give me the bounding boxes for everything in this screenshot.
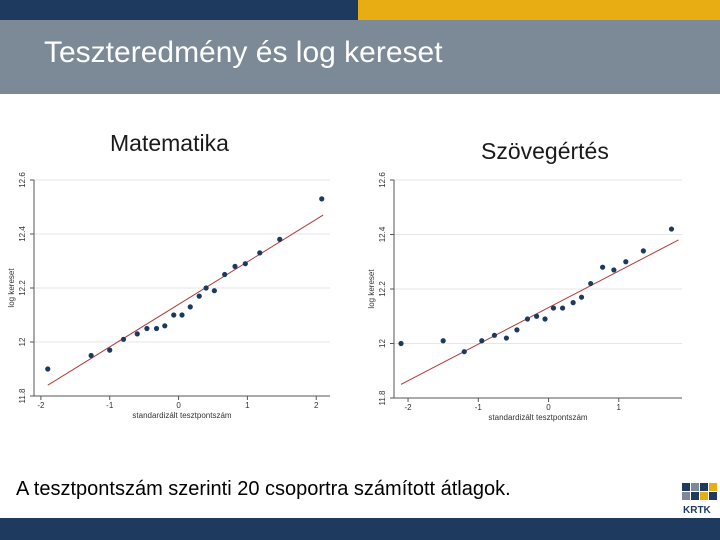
top-accent-right bbox=[358, 0, 720, 20]
data-point bbox=[277, 236, 283, 242]
data-point bbox=[162, 323, 168, 329]
chart-title-reading: Szövegértés bbox=[481, 138, 609, 164]
data-point bbox=[187, 304, 193, 310]
data-point bbox=[203, 285, 209, 291]
x-tick-label: 0 bbox=[176, 401, 181, 410]
x-tick-label: 1 bbox=[245, 401, 250, 410]
fit-line bbox=[47, 214, 324, 386]
data-point bbox=[542, 316, 548, 322]
y-tick-label: 11.8 bbox=[378, 390, 387, 406]
x-axis-label: standardizált tesztpontszám bbox=[488, 413, 587, 422]
data-point bbox=[479, 338, 485, 344]
data-point bbox=[319, 196, 325, 202]
data-point bbox=[179, 312, 185, 318]
y-tick-label: 12.4 bbox=[18, 226, 27, 242]
x-tick-label: -2 bbox=[37, 401, 45, 410]
data-point bbox=[668, 226, 675, 232]
data-point bbox=[524, 316, 531, 322]
bottom-bar bbox=[0, 518, 720, 540]
x-tick-label: 2 bbox=[314, 401, 319, 410]
chart-title-math: Matematika bbox=[110, 130, 229, 156]
slide-caption: A tesztpontszám szerinti 20 csoportra sz… bbox=[16, 478, 511, 500]
data-point bbox=[461, 349, 467, 355]
data-point bbox=[171, 312, 177, 318]
y-axis-label: log kereset bbox=[367, 269, 376, 309]
krtk-logo-mark: KRTK bbox=[682, 483, 717, 516]
top-accent-left bbox=[0, 0, 358, 20]
data-point bbox=[196, 293, 202, 299]
x-tick-label: 1 bbox=[617, 403, 622, 412]
data-point bbox=[533, 313, 540, 319]
data-point bbox=[550, 305, 557, 311]
data-point bbox=[153, 325, 160, 332]
data-point bbox=[232, 263, 238, 269]
y-tick-label: 11.8 bbox=[18, 388, 27, 404]
data-point bbox=[559, 305, 566, 311]
data-point bbox=[242, 261, 248, 267]
title-band bbox=[0, 20, 720, 94]
data-point bbox=[611, 267, 617, 273]
x-tick-label: -1 bbox=[475, 403, 483, 412]
data-point bbox=[640, 248, 646, 254]
krtk-logo: KRTK bbox=[672, 481, 718, 521]
data-point bbox=[623, 259, 629, 265]
data-point bbox=[398, 340, 404, 347]
logo-text: KRTK bbox=[683, 505, 712, 516]
data-point bbox=[503, 335, 509, 341]
data-point bbox=[570, 300, 576, 306]
y-tick-label: 12.2 bbox=[18, 280, 27, 296]
y-tick-label: 12 bbox=[378, 339, 387, 348]
data-point bbox=[588, 280, 594, 287]
data-point bbox=[514, 327, 520, 333]
scatter-chart-reading: 11.8 12 12.2 12.4 12.6 -2 -1 0 1 standardizált te… bbox=[360, 170, 690, 432]
data-point bbox=[257, 250, 263, 256]
data-point bbox=[578, 294, 585, 300]
data-point bbox=[120, 336, 127, 342]
y-tick-label: 12 bbox=[18, 337, 27, 346]
y-tick-label: 12.6 bbox=[18, 172, 27, 188]
data-point bbox=[45, 366, 51, 372]
data-point bbox=[491, 332, 498, 338]
slide-title: Teszteredmény és log kereset bbox=[44, 36, 443, 69]
data-point bbox=[600, 264, 606, 270]
data-point bbox=[211, 288, 217, 294]
y-tick-label: 12.4 bbox=[378, 226, 387, 242]
data-point bbox=[88, 352, 94, 359]
data-point bbox=[107, 347, 113, 353]
y-tick-label: 12.2 bbox=[378, 281, 387, 297]
fit-line bbox=[400, 239, 679, 385]
x-tick-label: -2 bbox=[404, 403, 412, 412]
data-point bbox=[134, 331, 140, 337]
x-tick-label: -1 bbox=[106, 401, 114, 410]
data-point bbox=[144, 325, 150, 332]
y-tick-label: 12.6 bbox=[378, 172, 387, 188]
y-axis-label: log kereset bbox=[7, 268, 16, 308]
x-tick-label: 0 bbox=[546, 403, 551, 412]
data-point bbox=[222, 271, 228, 278]
data-point bbox=[440, 338, 446, 344]
x-axis-label: standardizált tesztpontszám bbox=[132, 411, 231, 420]
